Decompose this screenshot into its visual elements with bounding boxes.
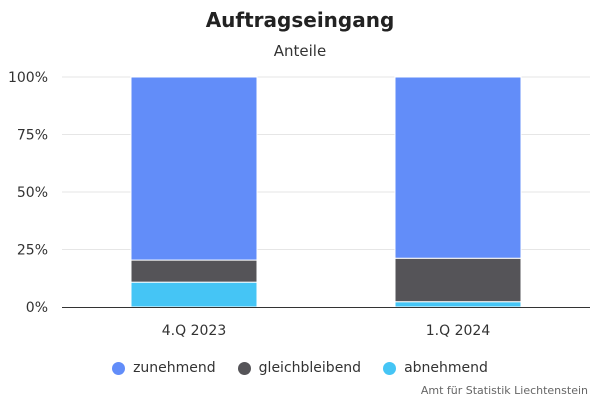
legend-item-zunehmend[interactable]: zunehmend [112,360,216,376]
legend-label: gleichbleibend [258,360,362,376]
bar-segment-abnehmend-0[interactable] [130,281,258,308]
legend-label: zunehmend [133,360,216,376]
legend-item-gleichbleibend[interactable]: gleichbleibend [237,360,362,376]
legend: zunehmend gleichbleibend abnehmend [0,360,600,376]
y-tick-label: 75% [17,128,48,144]
credits[interactable]: Amt für Statistik Liechtenstein [420,384,588,397]
bar-segment-gleichbleibend-1[interactable] [394,257,522,303]
y-tick-label: 25% [17,243,48,259]
x-tick-label: 4.Q 2023 [162,323,226,339]
y-axis: 0% 25% 50% 75% 100% [8,70,48,316]
y-tick-label: 50% [17,185,48,201]
legend-marker [383,361,397,375]
bar-segment-zunehmend-0[interactable] [130,76,258,261]
x-tick-label: 1.Q 2024 [426,323,491,339]
x-axis: 4.Q 2023 1.Q 2024 [62,307,590,339]
bar-segment-zunehmend-1[interactable] [394,76,522,259]
y-tick-label: 100% [8,70,48,86]
bar-segment-gleichbleibend-0[interactable] [130,259,258,283]
chart-subtitle: Anteile [273,42,327,60]
y-tick-label: 0% [26,300,48,316]
chart-title: Auftragseingang [205,8,395,32]
legend-marker [237,361,251,375]
legend-label: abnehmend [404,360,488,376]
bars [130,76,522,308]
legend-item-abnehmend[interactable]: abnehmend [383,360,488,376]
bar-segment-abnehmend-1[interactable] [394,301,522,308]
legend-marker [112,361,126,375]
